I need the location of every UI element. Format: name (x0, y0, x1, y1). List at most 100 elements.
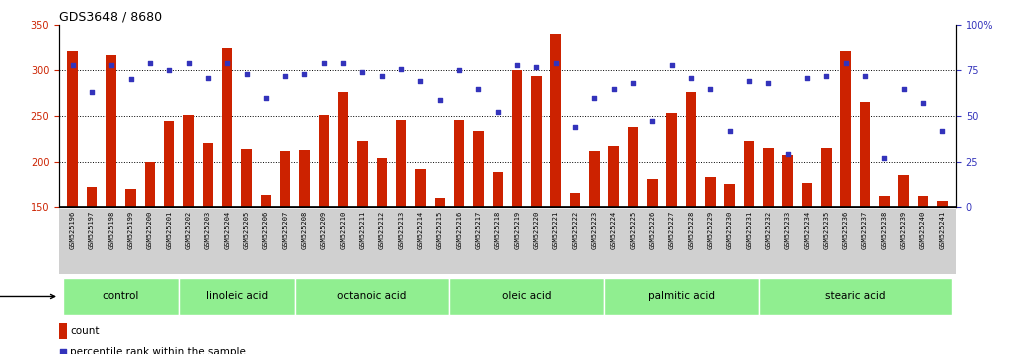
Text: GSM525200: GSM525200 (146, 211, 153, 249)
Text: GSM525198: GSM525198 (108, 211, 114, 249)
Point (55, 349, 71, 354)
Bar (454, 120, 465, 207)
Text: GSM525224: GSM525224 (611, 211, 616, 249)
Text: GSM525236: GSM525236 (843, 211, 849, 249)
Point (915, 100, 932, 106)
Point (141, 60, 158, 66)
Point (548, 60, 564, 66)
Point (510, 62, 526, 68)
Point (645, 119, 661, 124)
Point (64, 62, 80, 68)
Bar (338, 92, 349, 207)
Point (529, 64, 545, 69)
Text: GSM525222: GSM525222 (573, 211, 578, 249)
Point (838, 60, 854, 66)
Bar (589, 150, 600, 207)
Text: GSM525225: GSM525225 (631, 211, 637, 249)
Bar (125, 189, 136, 207)
Text: GSM525209: GSM525209 (320, 211, 326, 249)
Text: GSM525218: GSM525218 (495, 211, 500, 249)
Bar (685, 92, 697, 207)
Text: GSM525234: GSM525234 (804, 211, 811, 249)
Point (935, 128, 951, 133)
Point (587, 95, 603, 101)
Point (664, 62, 680, 68)
Text: GSM525211: GSM525211 (359, 211, 365, 249)
Point (431, 97, 447, 102)
Text: GSM525221: GSM525221 (553, 211, 558, 249)
Point (683, 75, 700, 80)
Text: percentile rank within the sample: percentile rank within the sample (70, 347, 246, 354)
Point (625, 80, 642, 86)
Text: GSM525230: GSM525230 (727, 211, 733, 249)
Text: GSM525216: GSM525216 (457, 211, 462, 249)
Text: oleic acid: oleic acid (502, 291, 551, 302)
Bar (604, 278, 759, 315)
Point (877, 155, 893, 161)
Text: GSM525231: GSM525231 (746, 211, 753, 249)
Bar (937, 201, 948, 207)
Text: GSM525239: GSM525239 (901, 211, 907, 249)
Bar (666, 113, 677, 207)
Point (896, 86, 912, 91)
Bar (627, 127, 639, 207)
Bar (260, 195, 272, 207)
Text: GSM525205: GSM525205 (243, 211, 249, 249)
Text: GSM525226: GSM525226 (650, 211, 656, 249)
Text: octanoic acid: octanoic acid (338, 291, 407, 302)
Bar (450, 278, 604, 315)
Bar (179, 278, 295, 315)
Bar (241, 149, 252, 207)
Text: GDS3648 / 8680: GDS3648 / 8680 (59, 10, 162, 23)
Point (315, 60, 332, 66)
Bar (164, 121, 175, 207)
Text: GSM525208: GSM525208 (301, 211, 307, 249)
Bar (376, 158, 387, 207)
Text: agent: agent (0, 291, 55, 302)
Bar (473, 131, 484, 207)
Bar (859, 102, 871, 207)
Point (761, 80, 777, 86)
Text: GSM525213: GSM525213 (399, 211, 404, 249)
Point (451, 68, 467, 73)
Point (335, 60, 351, 66)
Point (219, 60, 235, 66)
Bar (763, 148, 774, 207)
Point (470, 86, 486, 91)
Point (296, 71, 312, 77)
Point (83, 90, 100, 95)
Text: stearic acid: stearic acid (825, 291, 886, 302)
Text: GSM525233: GSM525233 (785, 211, 791, 249)
Text: GSM525237: GSM525237 (862, 211, 869, 249)
Bar (724, 184, 735, 207)
Point (567, 124, 584, 130)
Bar (608, 146, 619, 207)
Point (122, 76, 138, 82)
Bar (782, 155, 793, 207)
Text: palmitic acid: palmitic acid (648, 291, 715, 302)
Bar (295, 278, 450, 315)
Text: GSM525229: GSM525229 (708, 211, 714, 249)
Bar (144, 161, 156, 207)
Text: GSM525196: GSM525196 (69, 211, 75, 249)
Bar (492, 172, 503, 207)
Point (489, 109, 505, 115)
Text: GSM525215: GSM525215 (437, 211, 442, 249)
Point (819, 73, 835, 79)
Text: GSM525235: GSM525235 (824, 211, 830, 249)
Point (354, 69, 370, 75)
Bar (898, 175, 909, 207)
Point (780, 152, 796, 157)
Bar (59, 323, 67, 339)
Text: GSM525201: GSM525201 (166, 211, 172, 249)
Text: GSM525197: GSM525197 (88, 211, 95, 249)
Text: GSM525203: GSM525203 (204, 211, 211, 249)
Bar (86, 187, 98, 207)
Point (257, 95, 274, 101)
Bar (821, 148, 832, 207)
Bar (202, 143, 214, 207)
Point (161, 68, 177, 73)
Bar (531, 76, 542, 207)
Point (393, 66, 409, 72)
Point (703, 86, 719, 91)
